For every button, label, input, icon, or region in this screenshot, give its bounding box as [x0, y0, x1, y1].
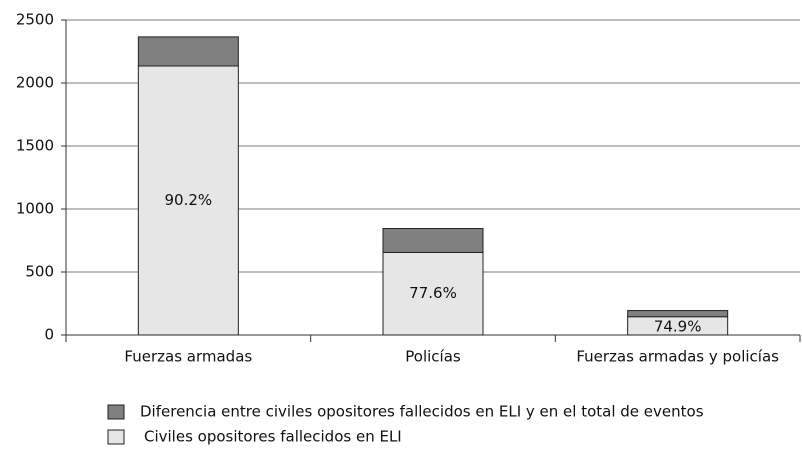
y-tick-label: 500 [25, 263, 54, 281]
bar-annotation: 90.2% [165, 191, 213, 209]
y-tick-label: 2500 [16, 11, 54, 29]
legend-label: Civiles opositores fallecidos en ELI [144, 428, 402, 446]
y-tick-label: 2000 [16, 74, 54, 92]
bar-annotation: 74.9% [654, 317, 702, 335]
x-tick-label: Fuerzas armadas [124, 348, 252, 366]
legend-swatch [107, 404, 125, 420]
x-tick-label: Fuerzas armadas y policías [576, 348, 779, 366]
legend-label: Diferencia entre civiles opositores fall… [140, 403, 704, 421]
legend-swatch [107, 429, 125, 445]
y-tick-label: 1500 [16, 137, 54, 155]
bar-segment [382, 228, 484, 253]
bar-segment [137, 36, 239, 67]
y-tick-label: 1000 [16, 200, 54, 218]
y-tick-label: 0 [44, 326, 54, 344]
bar-segment [627, 310, 729, 318]
bar-annotation: 77.6% [409, 284, 457, 302]
x-tick-label: Policías [405, 348, 461, 366]
